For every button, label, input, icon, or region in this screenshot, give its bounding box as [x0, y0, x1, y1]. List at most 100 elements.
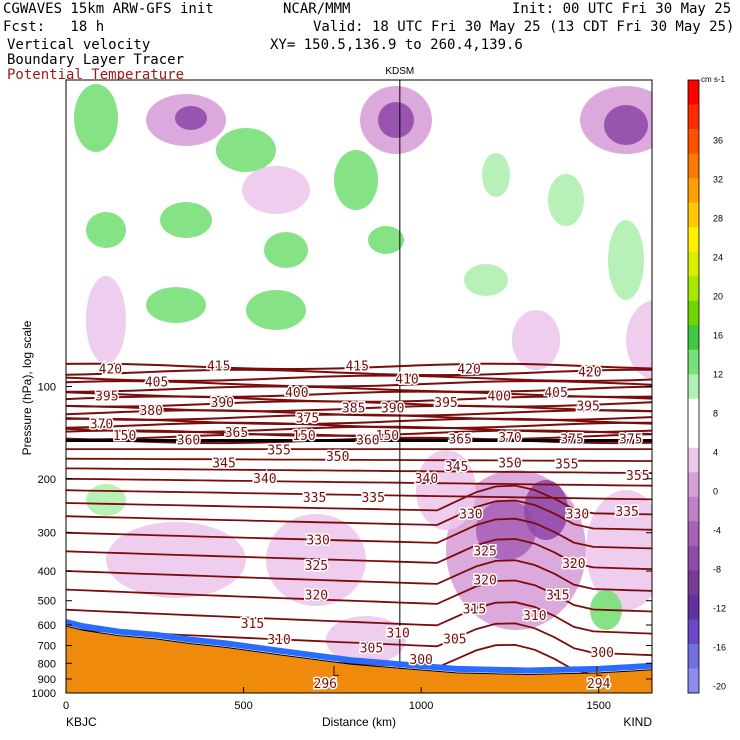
theta-label: 305: [360, 641, 383, 656]
y-tick-label: 1000: [32, 688, 56, 700]
y-tick-label: 600: [38, 620, 56, 632]
theta-label: 325: [305, 559, 328, 574]
y-tick-label: 500: [38, 596, 56, 608]
theta-label: 315: [463, 603, 486, 618]
colorbar-unit: cm s-1: [701, 75, 726, 84]
x-tick-label: 1000: [409, 700, 433, 712]
colorbar-swatch: [688, 300, 699, 326]
theta-label: 395: [576, 399, 599, 414]
theta-line: [66, 404, 652, 413]
theta-contours: [66, 80, 652, 693]
colorbar-label: -20: [713, 682, 726, 692]
colorbar-swatch: [688, 104, 699, 130]
theta-label: 405: [145, 375, 168, 390]
colorbar: cm s-1 36 32 28 24 20 16 12 8 4 0 -4 -8 -12 -16 -20: [687, 75, 726, 694]
velocity-cell: [378, 102, 414, 138]
theta-label: 320: [305, 588, 328, 603]
velocity-cell: [368, 226, 404, 254]
theta-label: 296: [314, 677, 337, 692]
y-axis-label: Pressure (hPa), log scale: [20, 320, 34, 455]
theta-label: 400: [488, 390, 511, 405]
colorbar-swatch: [688, 202, 699, 228]
theta-line: [66, 417, 652, 425]
x-tick-label: 0: [63, 700, 69, 712]
theta-line: [66, 385, 652, 393]
theta-label: 150: [376, 429, 399, 444]
velocity-cell: [242, 166, 310, 214]
low-marker: L: [332, 665, 340, 680]
theta-label: 400: [285, 386, 308, 401]
theta-label: 385: [342, 402, 365, 417]
velocity-cell: [160, 202, 212, 238]
theta-label: 335: [361, 491, 384, 506]
colorbar-swatch: [688, 570, 699, 596]
terrain-fill: [66, 625, 652, 693]
colorbar-swatch: [688, 251, 699, 277]
velocity-cell: [608, 220, 644, 300]
colorbar-label: 8: [713, 409, 718, 419]
theta-label: 315: [241, 617, 264, 632]
theta-line: [66, 499, 652, 531]
theta-label: 150: [292, 429, 315, 444]
y-tick-label: 700: [38, 641, 56, 653]
colorbar-swatch: [688, 521, 699, 547]
velocity-cell: [74, 84, 118, 152]
theta-label: 380: [139, 404, 162, 419]
theta-label: 355: [626, 469, 649, 484]
field-vertical-velocity: Vertical velocity: [7, 37, 151, 53]
init-time: Init: 00 UTC Fri 30 May 25: [512, 1, 732, 17]
velocity-cell: [86, 276, 126, 364]
velocity-cell: [175, 106, 207, 130]
theta-label: 325: [473, 544, 496, 559]
velocity-cell: [548, 174, 584, 226]
colorbar-swatch: [688, 496, 699, 522]
velocity-cell: [334, 150, 378, 210]
theta-label: 355: [267, 444, 290, 459]
theta-line: [66, 380, 652, 388]
theta-label: 375: [560, 433, 583, 448]
colorbar-label: -16: [713, 643, 726, 653]
colorbar-label: -8: [713, 565, 721, 575]
colorbar-swatch: [688, 545, 699, 571]
theta-label: 330: [459, 508, 482, 523]
y-tick-label: 400: [38, 566, 56, 578]
theta-label: 300: [591, 646, 614, 661]
colorbar-label: 28: [713, 214, 723, 224]
colorbar-label: 16: [713, 331, 723, 341]
theta-line: [66, 559, 652, 592]
x-tick-label: 500: [234, 700, 252, 712]
velocity-cell: [512, 310, 560, 370]
velocity-cell: [464, 264, 508, 296]
theta-label: 375: [296, 411, 319, 426]
x-axis-label: Distance (km): [322, 715, 396, 729]
velocity-cell: [216, 128, 276, 172]
velocity-cell: [264, 232, 308, 268]
velocity-cell: [106, 522, 246, 598]
theta-label: 345: [445, 460, 468, 475]
colorbar-swatch: [688, 423, 699, 449]
y-tick-label: 800: [38, 658, 56, 670]
velocity-cell: [86, 212, 126, 248]
theta-label: 365: [225, 426, 248, 441]
field-potential-temperature: Potential Temperature: [7, 67, 185, 83]
theta-label: 345: [212, 456, 235, 471]
theta-label: 340: [415, 472, 438, 487]
colorbar-swatch: [688, 325, 699, 351]
colorbar-swatch: [688, 374, 699, 400]
colorbar-swatch: [688, 349, 699, 375]
y-tick-label: 900: [38, 674, 56, 686]
theta-label: 150: [113, 429, 136, 444]
y-tick-label: 200: [38, 474, 56, 486]
velocity-cell: [604, 105, 648, 145]
velocity-cell: [326, 616, 406, 664]
cross-section-xy: XY= 150.5,136.9 to 260.4,139.6: [270, 37, 523, 53]
colorbar-swatch: [688, 178, 699, 204]
theta-label: 305: [443, 633, 466, 648]
theta-label: 350: [326, 450, 349, 465]
colorbar-swatch: [688, 447, 699, 473]
theta-label: 335: [615, 505, 638, 520]
theta-label: 405: [544, 386, 567, 401]
theta-line: [66, 457, 652, 462]
theta-label: 415: [207, 359, 230, 374]
theta-line: [66, 362, 652, 370]
